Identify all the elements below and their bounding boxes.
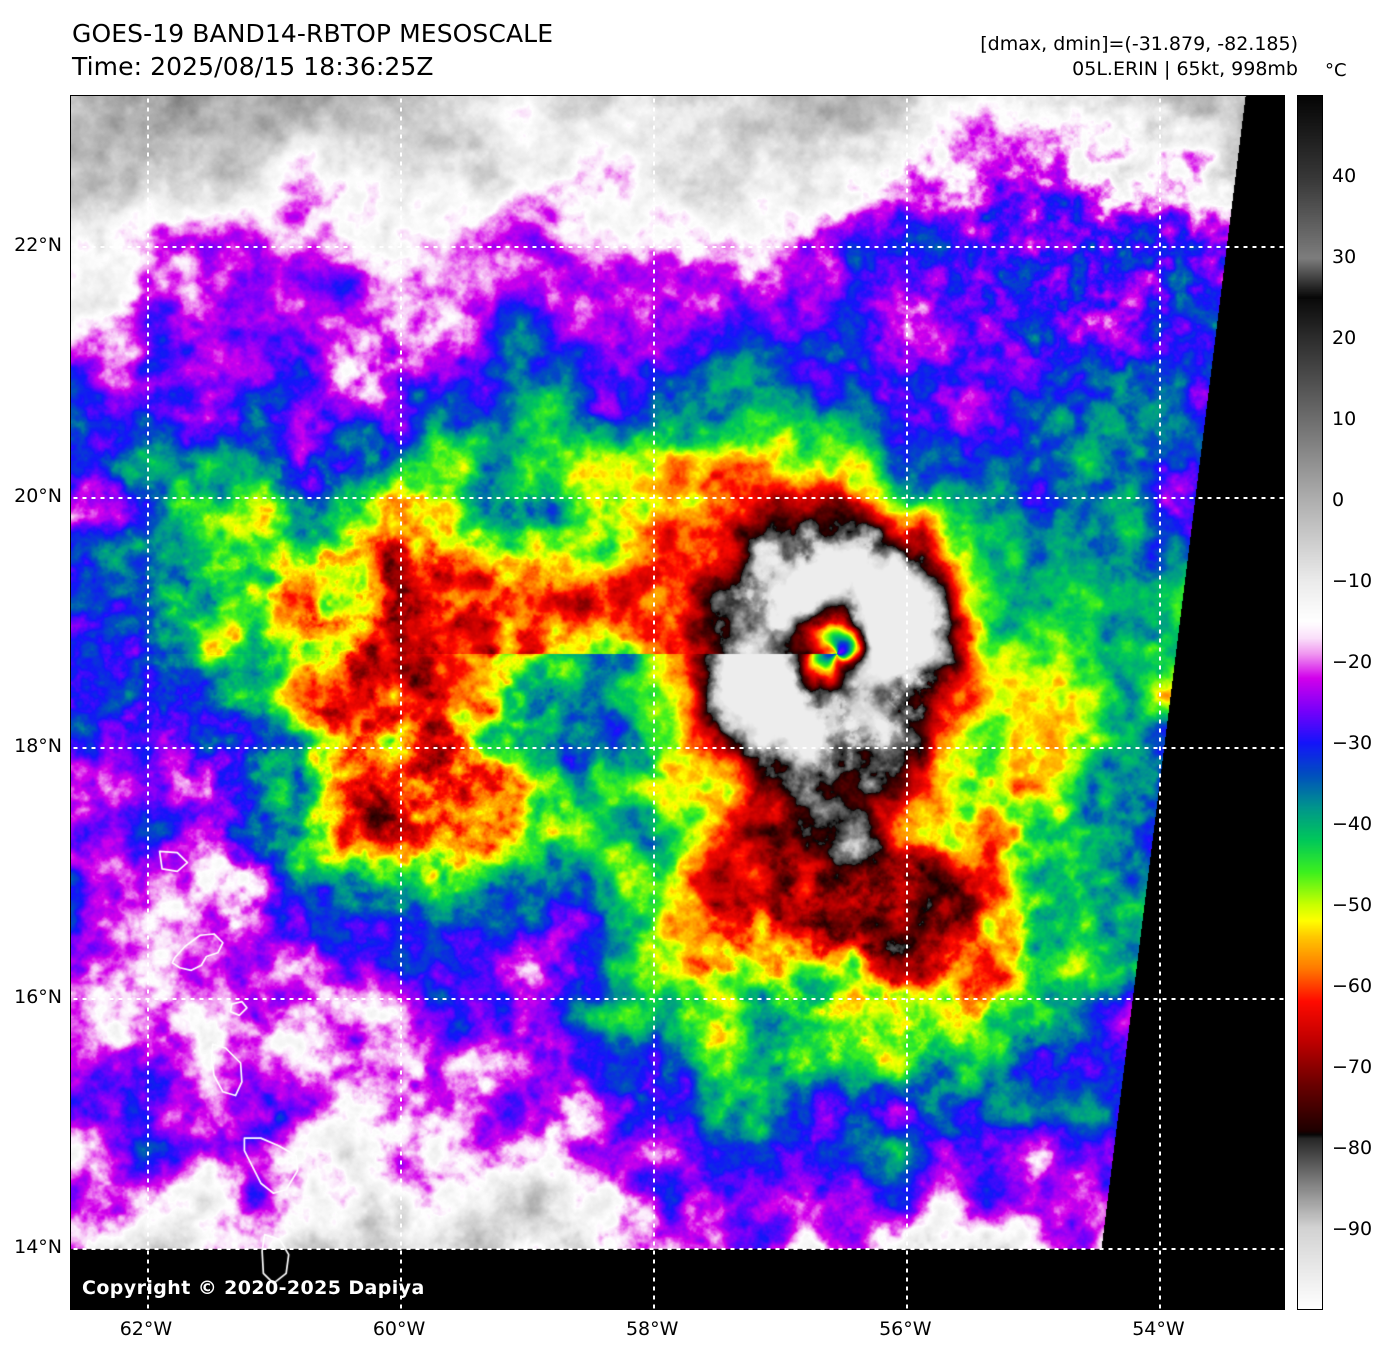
title-block: GOES-19 BAND14-RBTOP MESOSCALE Time: 202… <box>72 18 553 83</box>
gridline-longitude <box>1159 96 1161 1309</box>
gridline-longitude <box>906 96 908 1309</box>
gridline-longitude <box>147 96 149 1309</box>
colorbar-tick-label: 0 <box>1332 489 1345 511</box>
colorbar-tick-label: −80 <box>1332 1137 1373 1159</box>
colorbar-tick-label: 30 <box>1332 246 1357 268</box>
colorbar-unit-label: °C <box>1325 60 1347 81</box>
axis-label-longitude: 62°W <box>119 1318 173 1340</box>
dmax-dmin-label: [dmax, dmin]=(-31.879, -82.185) <box>980 33 1298 55</box>
gridline-longitude <box>653 96 655 1309</box>
copyright-label: Copyright © 2020-2025 Dapiya <box>82 1277 425 1299</box>
colorbar-tick-label: −40 <box>1332 813 1373 835</box>
colorbar-tick-label: −60 <box>1332 975 1373 997</box>
ir-brightness-temperature-heatmap <box>71 96 1284 1309</box>
axis-label-longitude: 60°W <box>372 1318 426 1340</box>
satellite-image-plot <box>70 95 1285 1310</box>
axis-label-longitude: 54°W <box>1132 1318 1185 1340</box>
colorbar-tick-label: 20 <box>1332 327 1357 349</box>
storm-info-label: 05L.ERIN | 65kt, 998mb <box>1072 58 1298 81</box>
colorbar-tick-label: −20 <box>1332 651 1373 673</box>
colorbar-tick-label: −10 <box>1332 570 1373 592</box>
gridline-latitude <box>71 246 1284 248</box>
axis-label-latitude: 18°N <box>14 735 62 758</box>
gridline-latitude <box>71 1248 1284 1250</box>
axis-label-longitude: 56°W <box>879 1318 932 1340</box>
colorbar-tick-label: −30 <box>1332 732 1373 754</box>
colorbar <box>1297 95 1323 1310</box>
gridline-latitude <box>71 747 1284 749</box>
colorbar-tick-label: 40 <box>1332 165 1357 187</box>
colorbar-gradient <box>1298 96 1322 1309</box>
colorbar-tick-label: −90 <box>1332 1218 1373 1240</box>
gridline-longitude <box>400 96 402 1309</box>
timestamp-label: Time: 2025/08/15 18:36:25Z <box>72 51 434 81</box>
gridline-latitude <box>71 998 1284 1000</box>
page-title: GOES-19 BAND14-RBTOP MESOSCALE <box>72 19 554 48</box>
colorbar-tick-label: 10 <box>1332 408 1357 430</box>
colorbar-tick-label: −50 <box>1332 894 1373 916</box>
colorbar-tick-label: −70 <box>1332 1056 1373 1078</box>
axis-label-latitude: 16°N <box>14 985 62 1008</box>
metadata-block: [dmax, dmin]=(-31.879, -82.185) 05L.ERIN… <box>980 32 1298 83</box>
axis-label-latitude: 14°N <box>14 1236 62 1259</box>
axis-label-latitude: 22°N <box>14 234 62 257</box>
axis-label-longitude: 58°W <box>625 1318 679 1340</box>
axis-label-latitude: 20°N <box>14 484 62 507</box>
gridline-latitude <box>71 497 1284 499</box>
